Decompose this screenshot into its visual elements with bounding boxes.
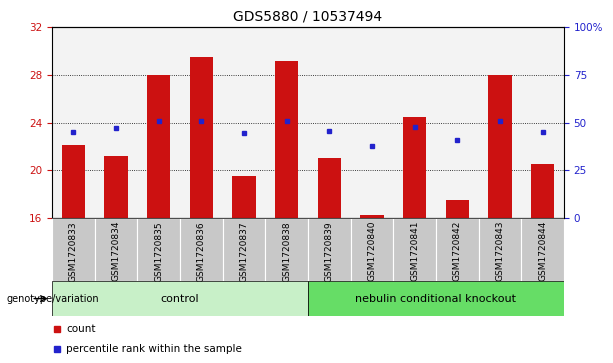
Bar	[52, 218, 95, 281]
Text: GSM1720844: GSM1720844	[538, 221, 547, 281]
Bar	[52, 281, 308, 316]
Text: GSM1720840: GSM1720840	[368, 221, 376, 281]
Bar	[351, 218, 394, 281]
Bar	[275, 61, 299, 218]
Bar	[137, 218, 180, 281]
Bar	[318, 158, 341, 218]
Bar	[479, 218, 521, 281]
Bar	[180, 27, 223, 218]
Bar	[223, 27, 265, 218]
Bar	[189, 57, 213, 218]
Text: percentile rank within the sample: percentile rank within the sample	[66, 344, 242, 354]
Text: nebulin conditional knockout: nebulin conditional knockout	[356, 294, 517, 303]
Text: GSM1720842: GSM1720842	[453, 221, 462, 281]
Bar	[308, 27, 351, 218]
Bar	[521, 218, 564, 281]
Text: GSM1720835: GSM1720835	[154, 221, 163, 282]
Bar	[403, 117, 427, 218]
Text: GSM1720839: GSM1720839	[325, 221, 334, 282]
Bar	[232, 176, 256, 218]
Bar	[436, 218, 479, 281]
Title: GDS5880 / 10537494: GDS5880 / 10537494	[234, 9, 383, 23]
Bar	[137, 27, 180, 218]
Bar	[265, 27, 308, 218]
Text: GSM1720838: GSM1720838	[282, 221, 291, 282]
Bar	[479, 27, 521, 218]
Bar	[531, 164, 554, 218]
Bar	[436, 27, 479, 218]
Bar	[394, 218, 436, 281]
Bar	[351, 27, 394, 218]
Text: genotype/variation: genotype/variation	[6, 294, 99, 303]
Bar	[308, 218, 351, 281]
Bar	[308, 281, 564, 316]
Bar	[488, 75, 512, 218]
Bar	[223, 218, 265, 281]
Bar	[446, 200, 469, 218]
Bar	[265, 218, 308, 281]
Bar	[394, 27, 436, 218]
Bar	[147, 75, 170, 218]
Bar	[104, 156, 128, 218]
Bar	[360, 215, 384, 218]
Bar	[521, 27, 564, 218]
Text: GSM1720837: GSM1720837	[240, 221, 248, 282]
Text: control: control	[161, 294, 199, 303]
Text: GSM1720833: GSM1720833	[69, 221, 78, 282]
Bar	[95, 218, 137, 281]
Bar	[95, 27, 137, 218]
Text: GSM1720834: GSM1720834	[112, 221, 121, 281]
Text: count: count	[66, 325, 96, 334]
Text: GSM1720836: GSM1720836	[197, 221, 206, 282]
Text: GSM1720841: GSM1720841	[410, 221, 419, 281]
Bar	[62, 145, 85, 218]
Text: GSM1720843: GSM1720843	[495, 221, 504, 281]
Bar	[180, 218, 223, 281]
Bar	[52, 27, 95, 218]
